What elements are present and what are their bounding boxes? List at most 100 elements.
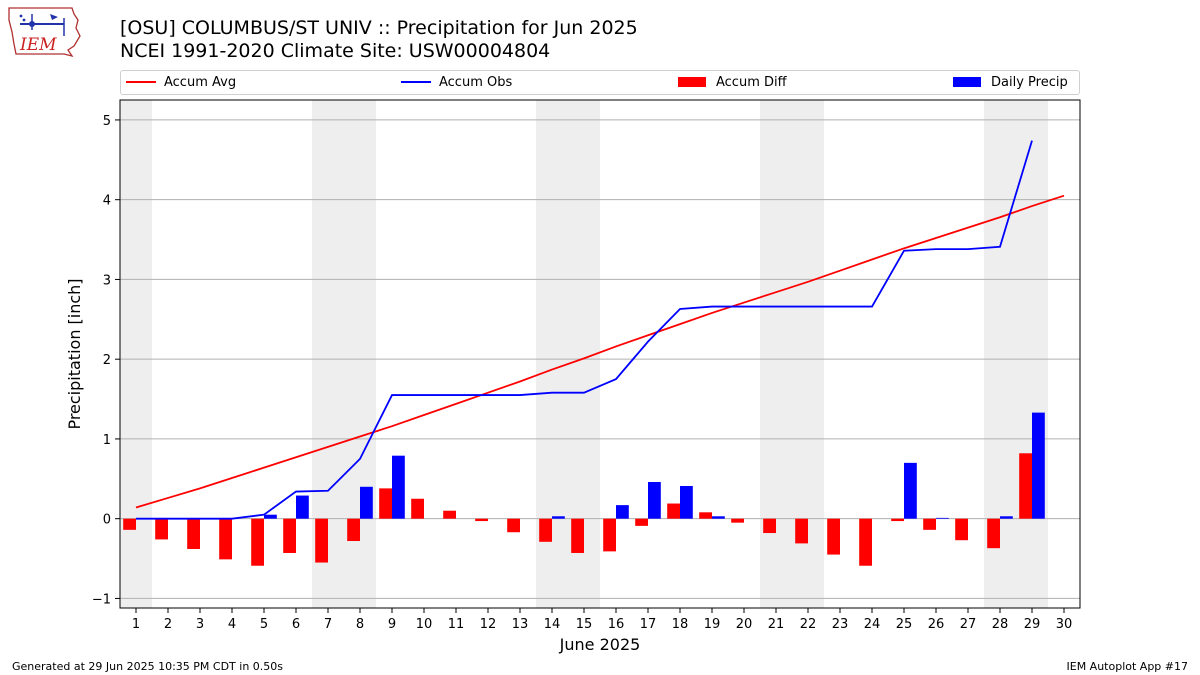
daily-precip-bar bbox=[264, 514, 277, 519]
x-tick-label: 25 bbox=[896, 617, 913, 632]
diff-bar bbox=[763, 518, 776, 534]
legend-label-daily-precip: Daily Precip bbox=[991, 75, 1068, 90]
diff-bar bbox=[923, 518, 936, 530]
x-tick-label: 11 bbox=[448, 617, 465, 632]
daily-precip-bar bbox=[648, 481, 661, 519]
x-tick-label: 30 bbox=[1056, 617, 1073, 632]
legend-item-accum-obs: Accum Obs bbox=[401, 74, 512, 92]
diff-bar bbox=[731, 518, 744, 523]
legend-swatch-accum-avg bbox=[126, 80, 156, 83]
diff-bar bbox=[155, 518, 168, 540]
diff-bar bbox=[443, 510, 456, 519]
diff-bar bbox=[891, 518, 904, 522]
diff-bar bbox=[955, 518, 968, 541]
diff-bar bbox=[987, 518, 1000, 549]
daily-precip-bar bbox=[1000, 516, 1013, 519]
x-tick-label: 2 bbox=[164, 617, 172, 632]
x-tick-label: 27 bbox=[960, 617, 977, 632]
x-tick-label: 13 bbox=[512, 617, 529, 632]
daily-precip-bar bbox=[712, 516, 725, 519]
y-tick-label: 1 bbox=[103, 433, 111, 448]
x-tick-label: 21 bbox=[768, 617, 785, 632]
plot-frame bbox=[119, 99, 1081, 609]
x-tick-label: 17 bbox=[640, 617, 657, 632]
legend-swatch-accum-diff bbox=[678, 76, 706, 87]
daily-precip-bar bbox=[680, 485, 693, 519]
generated-footer: Generated at 29 Jun 2025 10:35 PM CDT in… bbox=[12, 660, 284, 673]
diff-bar bbox=[571, 518, 584, 553]
x-tick-label: 3 bbox=[196, 617, 204, 632]
iem-logo: IEM bbox=[8, 7, 81, 58]
x-tick-label: 22 bbox=[800, 617, 817, 632]
diff-bar bbox=[251, 518, 264, 566]
chart-title: [OSU] COLUMBUS/ST UNIV :: Precipitation … bbox=[120, 17, 638, 39]
chart-subtitle: NCEI 1991-2020 Climate Site: USW00004804 bbox=[120, 40, 551, 62]
y-tick-label: −1 bbox=[92, 592, 111, 607]
x-tick-label: 26 bbox=[928, 617, 945, 632]
daily-precip-bar bbox=[552, 516, 565, 519]
daily-precip-bar bbox=[392, 455, 405, 519]
x-tick-label: 15 bbox=[576, 617, 593, 632]
legend-item-daily-precip: Daily Precip bbox=[953, 74, 1068, 92]
diff-bar bbox=[187, 518, 200, 549]
x-tick-label: 28 bbox=[992, 617, 1009, 632]
diff-bar bbox=[635, 518, 648, 526]
x-tick-label: 24 bbox=[864, 617, 881, 632]
diff-bar bbox=[539, 518, 552, 542]
diff-bar bbox=[667, 503, 680, 519]
x-tick-label: 7 bbox=[324, 617, 332, 632]
daily-precip-bar bbox=[936, 517, 949, 519]
legend-label-accum-diff: Accum Diff bbox=[716, 75, 787, 90]
legend-item-accum-diff: Accum Diff bbox=[678, 74, 787, 92]
x-tick-label: 5 bbox=[260, 617, 268, 632]
x-tick-label: 12 bbox=[480, 617, 497, 632]
chart-legend: Accum Avg Accum Obs Accum Diff Daily Pre… bbox=[120, 70, 1080, 95]
app-footer: IEM Autoplot App #17 bbox=[1066, 660, 1189, 673]
x-tick-label: 23 bbox=[832, 617, 849, 632]
y-tick-label: 3 bbox=[103, 273, 111, 288]
accum-avg-line bbox=[135, 194, 1065, 509]
diff-bar bbox=[411, 498, 424, 519]
diff-bar bbox=[379, 488, 392, 519]
x-tick-label: 18 bbox=[672, 617, 689, 632]
y-tick-label: 5 bbox=[103, 114, 111, 129]
x-tick-label: 1 bbox=[132, 617, 140, 632]
diff-bar bbox=[795, 518, 808, 544]
x-tick-label: 19 bbox=[704, 617, 721, 632]
y-axis-label: Precipitation [inch] bbox=[65, 278, 84, 429]
x-tick-label: 14 bbox=[544, 617, 561, 632]
x-tick-label: 4 bbox=[228, 617, 236, 632]
diff-bar bbox=[347, 518, 360, 542]
x-tick-label: 6 bbox=[292, 617, 300, 632]
legend-swatch-accum-obs bbox=[401, 80, 431, 83]
x-tick-label: 8 bbox=[356, 617, 364, 632]
logo-text: IEM bbox=[19, 35, 57, 55]
diff-bar bbox=[475, 518, 488, 522]
diff-bar bbox=[1019, 453, 1032, 519]
daily-precip-bar bbox=[616, 505, 629, 519]
diff-bar bbox=[827, 518, 840, 555]
x-tick-label: 29 bbox=[1024, 617, 1041, 632]
accum-obs-line bbox=[136, 140, 1033, 520]
legend-label-accum-avg: Accum Avg bbox=[164, 75, 237, 90]
diff-bar bbox=[315, 518, 328, 563]
x-tick-label: 20 bbox=[736, 617, 753, 632]
daily-precip-bar bbox=[1032, 412, 1045, 519]
y-tick-label: 0 bbox=[103, 513, 111, 528]
diff-bar bbox=[123, 518, 136, 530]
x-axis-label: June 2025 bbox=[559, 635, 641, 654]
legend-item-accum-avg: Accum Avg bbox=[126, 74, 236, 92]
y-tick-label: 2 bbox=[103, 353, 111, 368]
weekend-shade bbox=[120, 100, 152, 608]
daily-precip-bar bbox=[904, 462, 917, 519]
legend-label-accum-obs: Accum Obs bbox=[439, 75, 513, 90]
legend-swatch-daily-precip bbox=[953, 76, 981, 87]
y-tick-label: 4 bbox=[103, 194, 111, 209]
x-tick-label: 16 bbox=[608, 617, 625, 632]
diff-bar bbox=[219, 518, 232, 560]
daily-precip-bar bbox=[360, 486, 373, 519]
diff-bar bbox=[283, 518, 296, 553]
diff-bar bbox=[859, 518, 872, 566]
x-tick-label: 9 bbox=[388, 617, 396, 632]
